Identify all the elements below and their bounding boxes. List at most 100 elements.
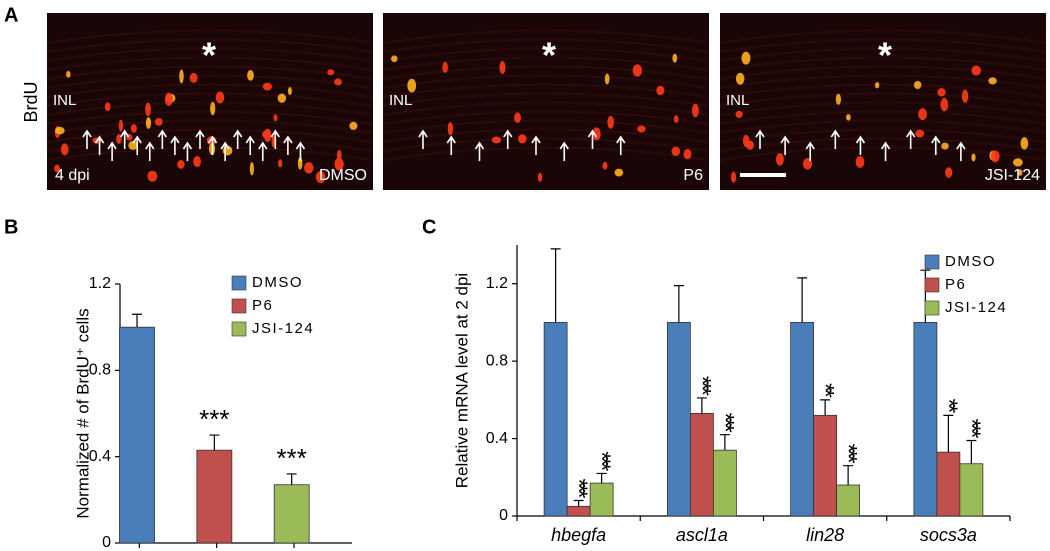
legend-label: JSI-124 (252, 320, 314, 337)
bar (566, 505, 591, 517)
arrow (587, 129, 598, 149)
cell (735, 72, 745, 85)
arrow (931, 135, 941, 155)
bar (589, 482, 614, 517)
cell (66, 70, 71, 78)
arrow (94, 135, 105, 155)
tissue-band (46, 101, 374, 116)
cell (210, 101, 216, 116)
tissue-band (719, 74, 1047, 89)
cell (273, 114, 278, 122)
cell (673, 115, 679, 123)
significance: *** (958, 418, 985, 438)
tissue-band (46, 83, 374, 98)
legend-swatch (231, 321, 247, 337)
tissue-band (719, 83, 1047, 98)
cell (1020, 137, 1029, 150)
tissue-band (382, 56, 710, 71)
cell (971, 65, 981, 76)
tissue-band (382, 29, 710, 44)
arrow (82, 129, 92, 149)
cell (537, 172, 543, 182)
legend-label: DMSO (252, 274, 303, 291)
cell (671, 146, 681, 157)
panel-label: C (422, 216, 436, 238)
cell (945, 167, 953, 178)
arrow (157, 129, 167, 149)
cell (913, 80, 922, 89)
cell (118, 119, 124, 132)
error-bar (943, 414, 954, 453)
error-bar (673, 285, 684, 323)
significance: *** (688, 376, 715, 396)
bar (273, 484, 310, 544)
y-axis-label: Relative mRNA level at 2 dpi (452, 273, 471, 488)
tissue-band (46, 110, 374, 125)
cell (297, 157, 303, 170)
cell (746, 140, 754, 150)
cell (407, 78, 417, 93)
panel-label: B (4, 216, 18, 238)
cell (604, 73, 610, 85)
cell (941, 142, 949, 150)
layer-label: INL (726, 92, 749, 109)
tissue-band (382, 92, 710, 107)
arrow (880, 141, 891, 161)
tissue-band (382, 119, 710, 134)
tissue-band (719, 92, 1047, 107)
cell (336, 149, 342, 160)
bar (712, 449, 737, 517)
legend-label: P6 (252, 297, 273, 314)
asterisk: * (202, 35, 216, 76)
significance: *** (199, 404, 229, 434)
cell (735, 110, 743, 118)
y-tick-label: 0 (102, 534, 111, 551)
arrow (207, 135, 218, 155)
arrow (120, 129, 130, 149)
cell (249, 162, 254, 176)
cell (54, 164, 60, 173)
panel-label: A (4, 4, 18, 26)
arrow (233, 129, 243, 149)
cell (130, 124, 137, 133)
scale-bar (740, 173, 786, 177)
arrow (170, 135, 180, 155)
tissue-band (382, 74, 710, 89)
arrow (755, 129, 765, 149)
cell (683, 148, 692, 160)
arrow (270, 129, 280, 149)
legend-label: P6 (945, 276, 966, 293)
significance: ** (812, 383, 839, 397)
tissue-band (719, 38, 1047, 53)
arrow (906, 129, 916, 149)
error-bar (573, 499, 584, 507)
legend-swatch (924, 254, 940, 270)
tissue-band (719, 119, 1047, 134)
error-bar (550, 248, 561, 323)
arrow (145, 141, 155, 161)
cell (277, 159, 283, 168)
cell (55, 126, 65, 135)
cell (1012, 158, 1023, 167)
arrow (855, 135, 866, 155)
tissue-band (719, 29, 1047, 44)
cell (656, 85, 665, 96)
arrow (283, 135, 293, 155)
arrow (503, 129, 513, 149)
cell (940, 97, 949, 112)
cell (164, 92, 173, 106)
cell (262, 82, 273, 91)
cell (775, 153, 784, 166)
cell (263, 128, 272, 142)
error-bar (596, 472, 607, 484)
cell (349, 121, 358, 130)
x-tick-label: lin28 (806, 525, 844, 545)
bar (813, 414, 838, 517)
tissue-band (719, 56, 1047, 71)
layer-label: INL (389, 92, 412, 109)
cell (514, 112, 522, 123)
treatment: P6 (683, 167, 703, 184)
cell (60, 143, 69, 156)
cell (937, 87, 946, 97)
